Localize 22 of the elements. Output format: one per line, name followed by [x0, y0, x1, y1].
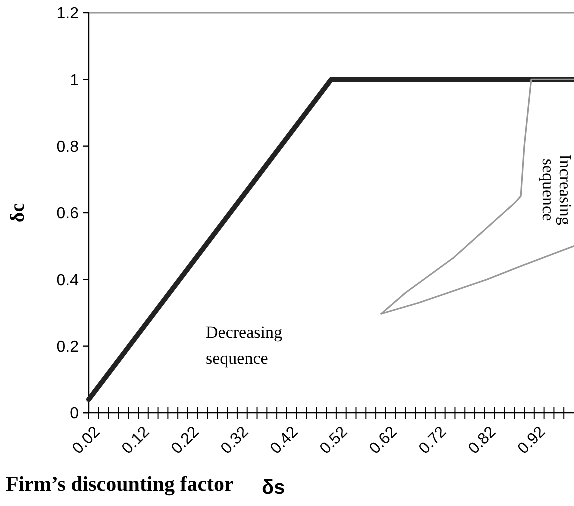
y-tick-label: 1 — [70, 72, 80, 90]
text: δs — [262, 477, 286, 499]
annotation: Decreasing sequence — [206, 323, 283, 368]
y-tick-label: 0.6 — [56, 206, 80, 223]
x-tick-label: 0.42 — [268, 424, 302, 458]
y-tick-label: 1.2 — [56, 6, 80, 23]
annotation: Increasing sequence — [539, 154, 574, 226]
y-tick-label: 0 — [70, 406, 80, 423]
x-tick-label: 0.12 — [119, 424, 154, 458]
x-tick-label: 0.92 — [515, 424, 550, 458]
x-tick-label: 0.32 — [218, 424, 252, 458]
x-tick-label: 0.72 — [416, 424, 450, 458]
x-tick-label: 0.62 — [366, 424, 401, 458]
y-axis-title: δc — [7, 203, 29, 223]
x-tick-label: 0.22 — [168, 424, 203, 458]
x-axis-title: Firm’s discounting factor — [6, 472, 234, 496]
y-tick-label: 0.8 — [56, 138, 80, 156]
x-tick-label: 0.52 — [317, 424, 352, 458]
x-tick-label: 0.02 — [70, 424, 104, 458]
y-tick-label: 0.4 — [56, 272, 80, 290]
y-tick-label: 0.2 — [56, 338, 80, 356]
x-tick-label: 0.82 — [466, 424, 500, 458]
